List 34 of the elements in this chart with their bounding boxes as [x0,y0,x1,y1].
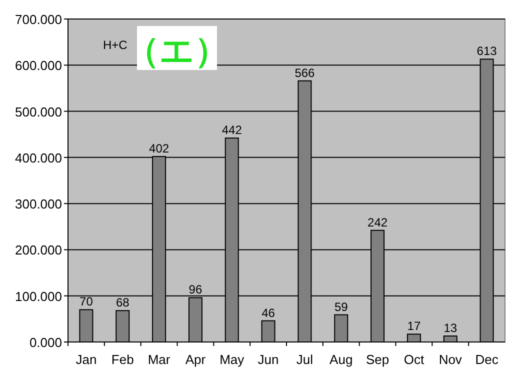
x-tick-label: Aug [330,352,353,367]
data-label: 70 [80,294,94,309]
x-tick-label: Sep [366,352,390,367]
y-tick-label: 300.000 [15,196,62,212]
data-label: 59 [334,300,348,314]
data-label: 566 [294,66,316,80]
x-tick-label: Jan [76,352,97,367]
x-tick-label: Apr [185,352,206,367]
y-tick-label: 100.000 [15,288,62,304]
data-label: 17 [407,319,421,334]
data-label: 13 [444,321,458,335]
x-tick-label: Jun [258,352,279,367]
x-tick-label: Oct [404,352,424,367]
x-tick-label: Jul [296,352,314,367]
data-label: 242 [368,215,388,230]
x-tick-label: May [220,352,245,367]
data-label: 68 [116,296,130,310]
y-tick-label: 600.000 [15,58,62,74]
data-label: 442 [222,123,242,138]
y-tick-label: 400.000 [15,150,62,166]
y-tick-label: 500.000 [15,104,62,120]
x-tick-label: Dec [475,352,499,367]
data-label: 96 [188,282,202,297]
annotation: H+C [103,38,128,52]
x-tick-label: Nov [438,352,462,367]
x-tick-label: Mar [148,352,171,367]
y-tick-label: 700.000 [15,12,62,27]
y-tick-label: 0.000 [29,335,62,350]
data-label: 402 [149,142,170,156]
y-tick-label: 200.000 [15,242,62,258]
data-label: 613 [476,44,498,58]
annotation: （エ） [126,32,228,70]
x-tick-label: Feb [111,352,134,367]
data-label: 46 [262,306,276,320]
